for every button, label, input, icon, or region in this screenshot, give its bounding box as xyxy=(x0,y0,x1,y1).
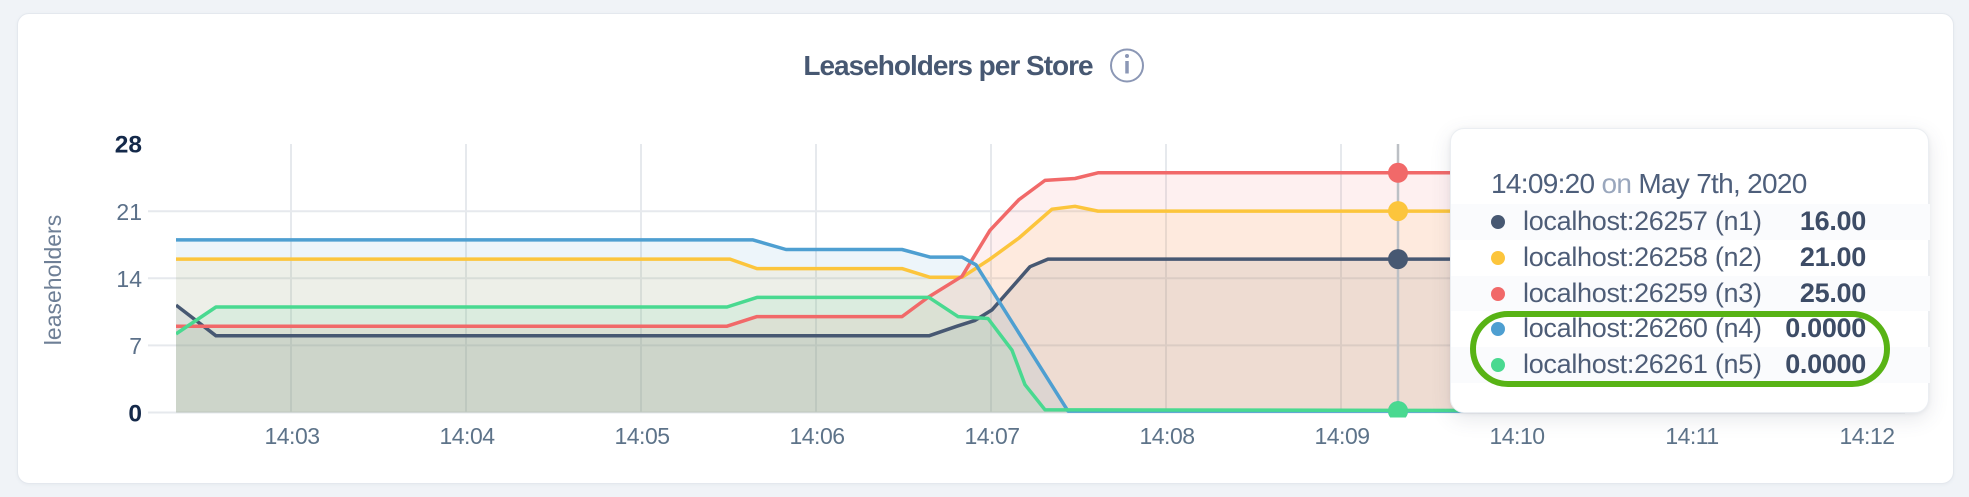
svg-text:14:11: 14:11 xyxy=(1665,423,1718,449)
svg-text:14:07: 14:07 xyxy=(964,423,1019,449)
svg-text:21: 21 xyxy=(116,199,142,225)
svg-text:28: 28 xyxy=(115,132,142,159)
svg-text:14:03: 14:03 xyxy=(264,423,319,449)
svg-text:7: 7 xyxy=(129,333,142,359)
svg-text:14:10: 14:10 xyxy=(1489,423,1544,449)
svg-text:14:09: 14:09 xyxy=(1314,423,1369,449)
svg-text:14:05: 14:05 xyxy=(614,423,669,449)
svg-text:14:12: 14:12 xyxy=(1839,423,1894,449)
svg-text:14:06: 14:06 xyxy=(789,423,844,449)
svg-text:0: 0 xyxy=(128,400,142,427)
svg-text:leaseholders: leaseholders xyxy=(40,215,66,345)
svg-text:14: 14 xyxy=(116,266,142,292)
svg-text:14:04: 14:04 xyxy=(439,423,495,449)
svg-text:Leaseholders per Store: Leaseholders per Store xyxy=(803,50,1093,81)
svg-text:14:08: 14:08 xyxy=(1139,423,1194,449)
